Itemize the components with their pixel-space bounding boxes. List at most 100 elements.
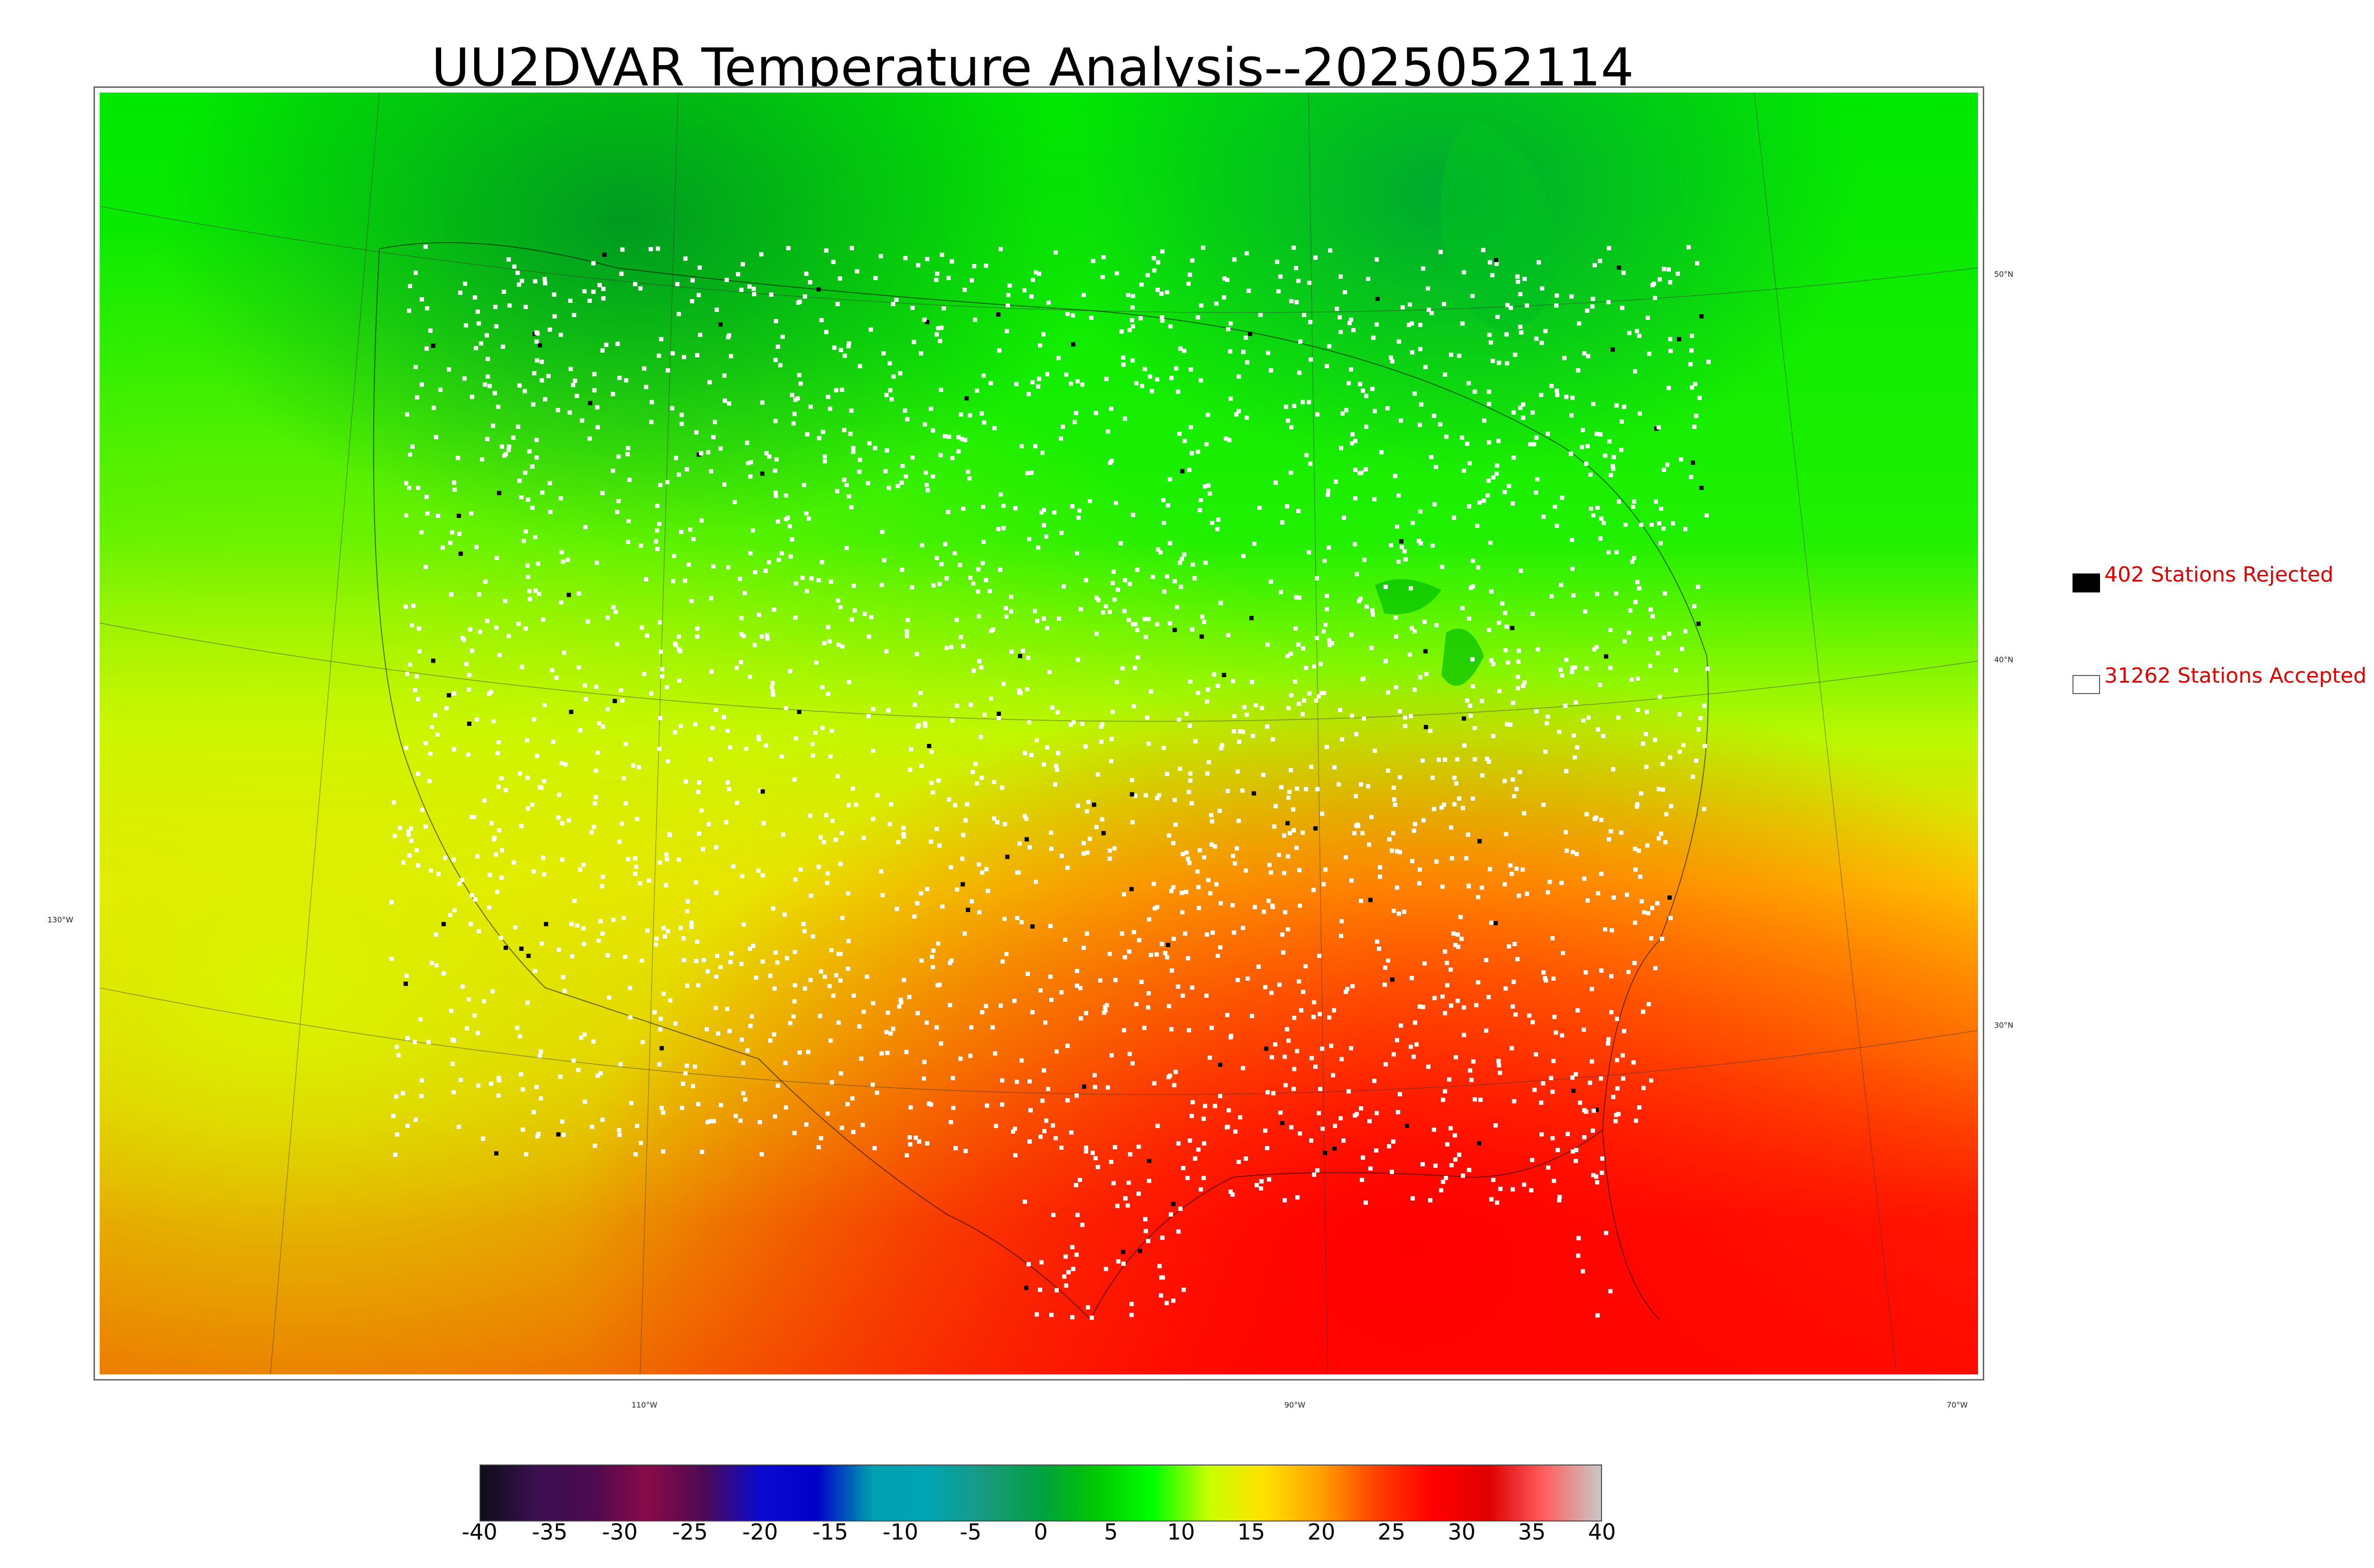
accepted-station — [1114, 680, 1119, 685]
rejected-station — [718, 322, 723, 327]
accepted-station — [1535, 477, 1540, 482]
accepted-station — [1479, 885, 1484, 890]
accepted-station — [1225, 789, 1230, 793]
accepted-station — [1549, 384, 1554, 388]
rejected-station — [797, 710, 801, 714]
accepted-station — [1178, 584, 1183, 589]
accepted-station — [832, 345, 837, 350]
rejected-station — [1280, 1121, 1285, 1126]
station-markers — [389, 244, 1711, 1320]
accepted-station — [1237, 739, 1242, 744]
accepted-station — [583, 1099, 587, 1104]
accepted-station — [1015, 870, 1020, 875]
accepted-station — [1482, 418, 1487, 423]
accepted-station — [984, 263, 989, 268]
accepted-station — [1025, 687, 1030, 692]
accepted-station — [413, 1117, 418, 1122]
accepted-station — [713, 420, 717, 424]
accepted-station — [1555, 393, 1560, 397]
rejected-station — [1404, 1124, 1409, 1128]
accepted-station — [1516, 686, 1520, 691]
accepted-station — [496, 404, 500, 409]
accepted-station — [959, 412, 963, 417]
accepted-station — [523, 304, 528, 309]
accepted-station — [552, 292, 556, 297]
accepted-station — [429, 725, 434, 730]
accepted-station — [635, 1124, 640, 1128]
accepted-station — [407, 308, 411, 313]
accepted-station — [935, 272, 940, 276]
accepted-station — [1586, 715, 1591, 720]
accepted-station — [1554, 293, 1559, 298]
accepted-station — [1146, 1239, 1150, 1243]
accepted-station — [417, 649, 422, 654]
accepted-station — [1278, 1110, 1283, 1115]
accepted-station — [1370, 608, 1375, 613]
accepted-station — [683, 256, 688, 261]
accepted-station — [1592, 647, 1597, 652]
accepted-station — [666, 368, 670, 373]
accepted-station — [1590, 1059, 1594, 1064]
accepted-station — [1388, 355, 1393, 360]
accepted-station — [1396, 493, 1401, 498]
temperature-map[interactable] — [94, 86, 1984, 1380]
accepted-station — [1300, 712, 1305, 717]
accepted-station — [707, 822, 711, 826]
accepted-station — [878, 254, 883, 259]
accepted-station — [1569, 451, 1573, 456]
accepted-station — [834, 388, 838, 393]
accepted-station — [633, 1152, 638, 1157]
accepted-station — [740, 874, 744, 879]
accepted-station — [888, 388, 893, 393]
accepted-station — [879, 869, 884, 874]
accepted-station — [1444, 434, 1449, 439]
accepted-station — [1668, 804, 1673, 808]
accepted-station — [971, 668, 976, 673]
accepted-station — [535, 358, 539, 363]
accepted-station — [1130, 358, 1135, 363]
accepted-station — [1105, 1085, 1110, 1090]
accepted-station — [477, 592, 481, 597]
accepted-station — [1118, 541, 1123, 545]
accepted-station — [802, 986, 807, 991]
accepted-station — [1112, 846, 1117, 851]
accepted-station — [658, 860, 662, 865]
accepted-station — [1702, 743, 1707, 748]
accepted-station — [705, 1027, 709, 1032]
accepted-station — [1502, 490, 1507, 495]
accepted-station — [1076, 516, 1081, 520]
accepted-station — [699, 808, 704, 813]
accepted-station — [1295, 1195, 1300, 1200]
accepted-station — [1078, 986, 1083, 990]
accepted-station — [566, 818, 571, 823]
accepted-station — [1508, 863, 1513, 868]
accepted-station — [1394, 1038, 1399, 1042]
accepted-station — [466, 752, 471, 757]
accepted-station — [601, 874, 605, 879]
accepted-station — [818, 1014, 822, 1018]
accepted-station — [741, 1061, 745, 1065]
accepted-station — [1361, 716, 1366, 721]
accepted-station — [531, 402, 536, 407]
accepted-station — [1039, 1260, 1044, 1265]
accepted-station — [568, 366, 573, 371]
accepted-station — [496, 1093, 501, 1098]
accepted-station — [729, 951, 734, 956]
accepted-station — [1052, 510, 1056, 515]
accepted-station — [1190, 562, 1195, 567]
accepted-station — [1360, 388, 1365, 393]
accepted-station — [1095, 772, 1100, 777]
accepted-station — [1236, 374, 1241, 379]
accepted-station — [1636, 708, 1640, 713]
accepted-station — [456, 1125, 461, 1129]
accepted-station — [939, 562, 944, 566]
rejected-station — [1264, 1046, 1269, 1051]
accepted-station — [628, 1015, 633, 1020]
accepted-station — [750, 528, 755, 533]
accepted-station — [1461, 270, 1466, 275]
accepted-station — [1659, 831, 1664, 836]
accepted-station — [684, 779, 688, 784]
accepted-station — [525, 775, 530, 780]
accepted-station — [1034, 880, 1038, 884]
accepted-station — [1614, 591, 1619, 596]
